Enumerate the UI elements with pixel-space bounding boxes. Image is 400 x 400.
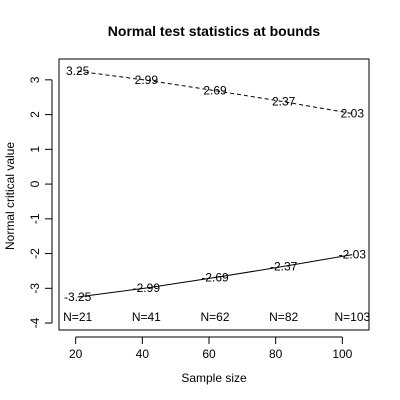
upper-bound-value-label: 2.99 (135, 73, 159, 87)
x-tick-label: 20 (69, 347, 83, 361)
y-tick-label: -3 (28, 283, 42, 294)
y-tick-label: -1 (28, 213, 42, 224)
y-tick-label: -2 (28, 248, 42, 259)
sample-size-label: N=21 (63, 310, 92, 324)
sample-size-label: N=103 (334, 310, 370, 324)
axes: 20 40 60 80 100 3 2 1 0 -1 -2 -3 -4 (28, 76, 353, 361)
y-axis-label: Normal critical value (3, 142, 17, 250)
x-tick-label: 80 (269, 347, 283, 361)
y-tick-label: 1 (28, 146, 42, 153)
upper-bound-value-label: 2.03 (341, 107, 365, 121)
plot-frame (58, 58, 370, 331)
lower-bound-value-label: -3.25 (64, 290, 92, 304)
upper-bound-value-label: 2.37 (272, 95, 296, 109)
data-labels: 3.25 2.99 2.69 2.37 2.03 -3.25 -2.99 -2.69 -2.37… (64, 64, 366, 304)
upper-bound-value-label: 2.69 (203, 84, 227, 98)
lower-bound-value-label: -2.69 (201, 271, 229, 285)
x-tick-label: 100 (332, 347, 352, 361)
x-tick-label: 60 (202, 347, 216, 361)
y-tick-label: 3 (28, 76, 42, 83)
sample-size-labels: N=21 N=41 N=62 N=82 N=103 (63, 310, 370, 324)
upper-bound-value-label: 3.25 (66, 64, 90, 78)
sample-size-label: N=41 (132, 310, 161, 324)
y-tick-label: 2 (28, 111, 42, 118)
sample-size-label: N=82 (269, 310, 298, 324)
series-lines (77, 70, 353, 298)
y-tick-label: -4 (28, 317, 42, 328)
lower-bound-value-label: -2.99 (133, 281, 161, 295)
upper-bound-line (77, 70, 353, 115)
sample-size-label: N=62 (200, 310, 229, 324)
y-tick-label: 0 (28, 180, 42, 187)
chart-title: Normal test statistics at bounds (108, 23, 321, 39)
lower-bound-value-label: -2.03 (339, 248, 367, 262)
lower-bound-value-label: -2.37 (270, 259, 298, 273)
lower-bound-line (77, 254, 353, 298)
x-axis-label: Sample size (181, 371, 247, 385)
x-tick-label: 40 (136, 347, 150, 361)
